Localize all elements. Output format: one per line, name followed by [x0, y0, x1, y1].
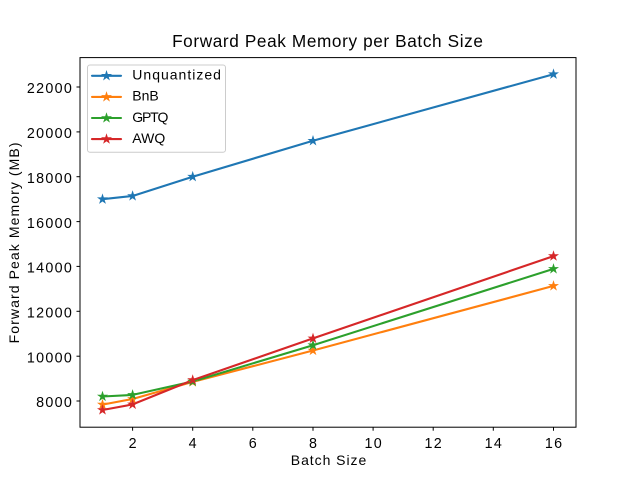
svg-text:22000: 22000 — [27, 81, 73, 97]
svg-text:12: 12 — [425, 436, 444, 452]
svg-text:BnB: BnB — [132, 88, 158, 104]
svg-text:Batch Size: Batch Size — [291, 452, 367, 468]
svg-text:12000: 12000 — [27, 305, 73, 321]
svg-text:2: 2 — [129, 436, 138, 452]
svg-text:Unquantized: Unquantized — [132, 66, 222, 82]
svg-text:AWQ: AWQ — [132, 130, 165, 146]
svg-text:8: 8 — [309, 436, 318, 452]
svg-text:16000: 16000 — [27, 216, 73, 232]
svg-text:Forward Peak Memory per Batch: Forward Peak Memory per Batch Size — [172, 31, 483, 51]
svg-text:4: 4 — [189, 436, 198, 452]
svg-text:16: 16 — [545, 436, 564, 452]
svg-text:14000: 14000 — [27, 261, 73, 277]
svg-text:Forward Peak Memory (MB): Forward Peak Memory (MB) — [6, 141, 22, 343]
svg-text:10000: 10000 — [27, 350, 73, 366]
svg-text:6: 6 — [249, 436, 258, 452]
svg-text:20000: 20000 — [27, 126, 73, 142]
svg-text:18000: 18000 — [27, 171, 73, 187]
svg-text:14: 14 — [485, 436, 504, 452]
svg-text:8000: 8000 — [36, 395, 73, 411]
svg-text:GPTQ: GPTQ — [132, 109, 168, 125]
svg-text:10: 10 — [364, 436, 383, 452]
